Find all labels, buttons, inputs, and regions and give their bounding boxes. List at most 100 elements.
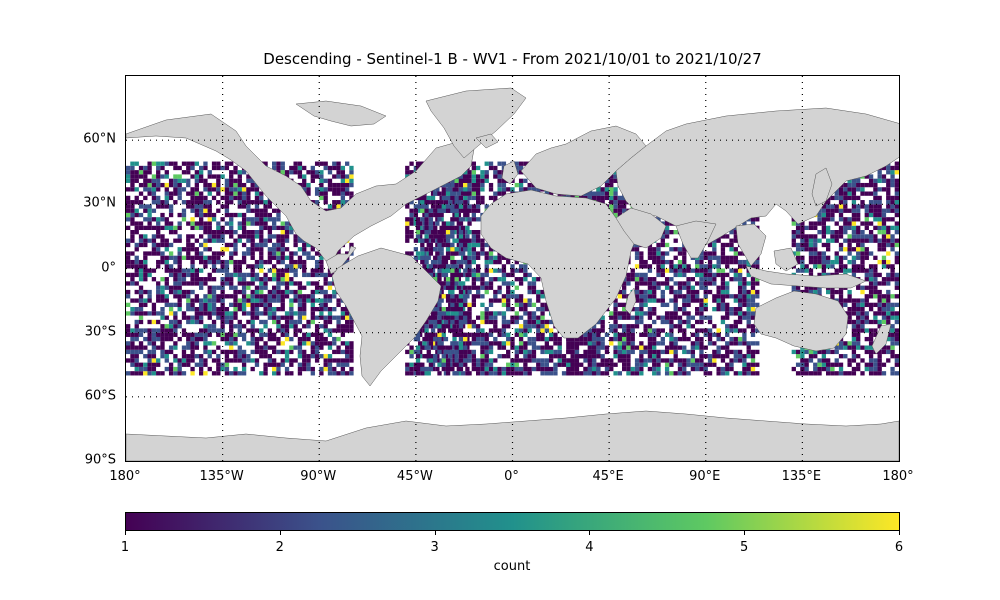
data-cell	[609, 200, 614, 205]
data-cell	[639, 349, 644, 355]
data-cell	[280, 332, 285, 337]
data-cell	[272, 366, 277, 372]
data-cell	[332, 200, 337, 205]
data-cell	[168, 242, 174, 248]
map-panel[interactable]	[125, 75, 900, 462]
data-cell	[574, 371, 580, 376]
data-cell	[656, 264, 661, 269]
data-cell	[319, 298, 324, 303]
data-cell	[229, 349, 234, 355]
data-cell	[181, 328, 187, 333]
data-cell	[126, 178, 131, 183]
data-cell	[424, 247, 429, 252]
data-cell	[604, 187, 610, 192]
data-cell	[156, 165, 161, 171]
data-cell	[241, 358, 247, 363]
data-cell	[626, 311, 631, 316]
data-cell	[203, 204, 208, 209]
data-cell	[147, 366, 152, 372]
data-cell	[130, 234, 135, 239]
data-cell	[501, 319, 507, 325]
data-cell	[450, 319, 455, 325]
data-cell	[531, 187, 537, 192]
data-cell	[168, 272, 174, 278]
data-cell	[284, 272, 290, 278]
data-cell	[475, 358, 481, 363]
data-cell	[591, 349, 597, 355]
data-cell	[336, 174, 341, 179]
data-cell	[327, 358, 333, 363]
data-cell	[151, 277, 157, 282]
data-cell	[669, 332, 674, 337]
data-cell	[340, 174, 346, 179]
data-cell	[497, 298, 502, 303]
data-cell	[518, 336, 524, 342]
data-cell	[229, 294, 234, 299]
data-cell	[471, 208, 477, 213]
data-cell	[475, 366, 481, 372]
data-cell	[345, 187, 350, 192]
data-cell	[267, 230, 273, 235]
data-cell	[194, 294, 200, 299]
data-cell	[156, 251, 161, 256]
data-cell	[450, 285, 455, 290]
data-cell	[501, 341, 507, 346]
data-cell	[699, 307, 704, 312]
data-cell	[289, 251, 294, 256]
data-cell	[302, 178, 307, 183]
data-cell	[207, 170, 212, 175]
data-cell	[540, 358, 545, 363]
data-cell	[686, 277, 691, 282]
data-cell	[259, 212, 264, 218]
data-cell	[156, 362, 161, 367]
data-cell	[293, 319, 298, 325]
data-cell	[126, 251, 131, 256]
data-cell	[617, 212, 623, 218]
data-cell	[143, 259, 148, 265]
data-cell	[557, 345, 562, 350]
data-cell	[450, 242, 455, 248]
data-cell	[458, 272, 464, 278]
data-cell	[514, 315, 519, 320]
data-cell	[168, 328, 174, 333]
data-cell	[433, 324, 438, 329]
data-cell	[130, 272, 135, 278]
data-cell	[682, 358, 687, 363]
data-cell	[501, 328, 507, 333]
data-cell	[600, 345, 605, 350]
data-cell	[484, 307, 489, 312]
data-cell	[626, 328, 631, 333]
data-cell	[160, 259, 165, 265]
data-cell	[319, 332, 324, 337]
data-cell	[151, 366, 157, 372]
data-cell	[707, 264, 713, 269]
data-cell	[669, 247, 674, 252]
data-cell	[467, 302, 472, 308]
data-cell	[677, 324, 683, 329]
data-cell	[241, 251, 247, 256]
data-cell	[686, 319, 691, 325]
data-cell	[626, 324, 631, 329]
data-cell	[454, 225, 459, 231]
data-cell	[147, 354, 152, 359]
data-cell	[254, 285, 260, 290]
data-cell	[181, 281, 187, 286]
data-cell	[207, 238, 212, 243]
data-cell	[297, 362, 303, 367]
data-cell	[587, 366, 592, 372]
data-cell	[690, 298, 696, 303]
data-cell	[622, 200, 627, 205]
data-cell	[660, 302, 665, 308]
data-cell	[501, 255, 507, 260]
data-cell	[199, 285, 204, 290]
data-cell	[544, 358, 550, 363]
data-cell	[435, 251, 440, 256]
data-cell	[664, 349, 670, 355]
data-cell	[126, 255, 131, 260]
data-cell	[669, 259, 674, 265]
data-cell	[677, 319, 683, 325]
data-cell	[147, 204, 152, 209]
data-cell	[703, 294, 708, 299]
data-cell	[241, 324, 247, 329]
data-cell	[626, 362, 631, 367]
